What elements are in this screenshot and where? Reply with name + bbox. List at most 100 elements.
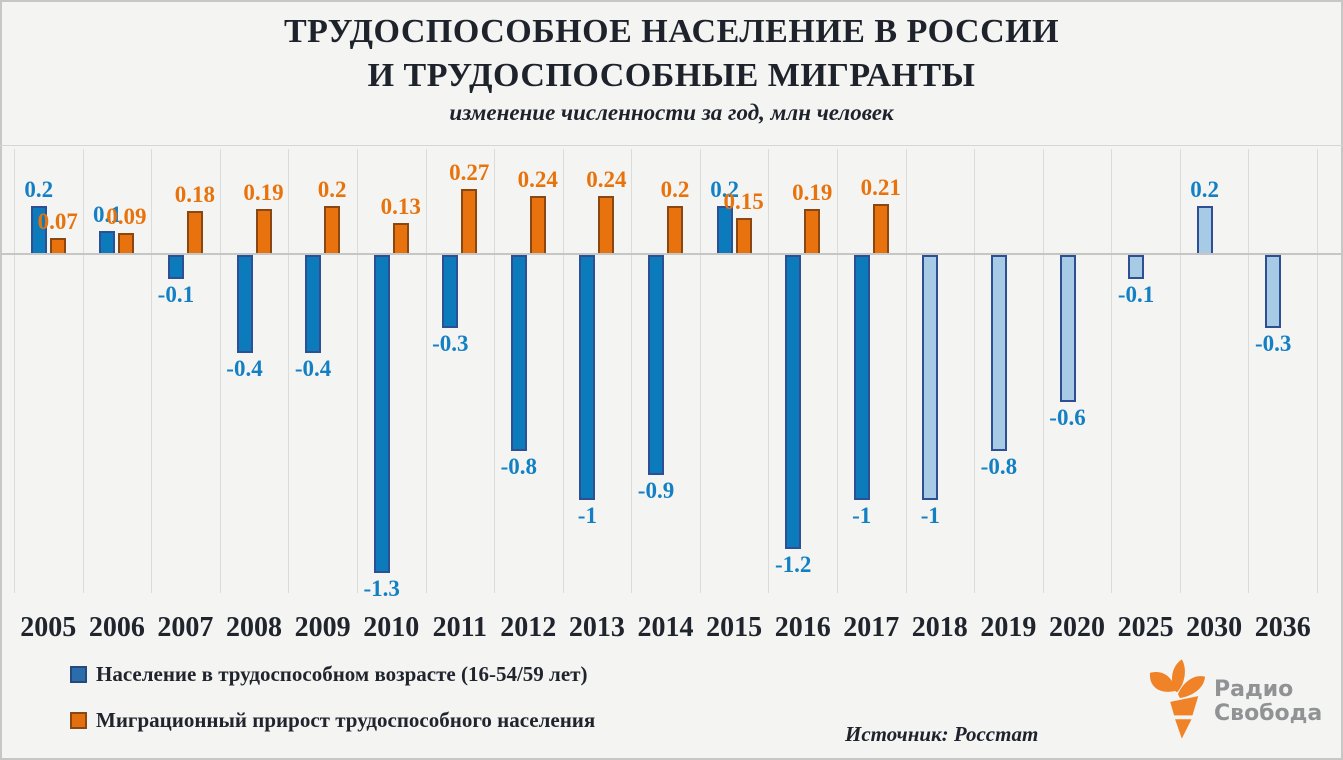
value-label-2005-migration: 0.07 — [37, 209, 78, 234]
chart-title-line1: ТРУДОСПОСОБНОЕ НАСЕЛЕНИЕ В РОССИИ — [283, 13, 1060, 50]
torch-handle — [1175, 719, 1192, 739]
value-label-2012-migration: 0.24 — [517, 167, 558, 192]
value-label-2007-population: -0.1 — [157, 282, 195, 307]
value-label-2014-migration: 0.2 — [660, 177, 690, 202]
bar-2007-population — [167, 255, 184, 279]
logo-text-line2: Свобода — [1214, 701, 1323, 726]
torch-icon — [1149, 659, 1206, 739]
bar-2025-population — [1128, 255, 1145, 279]
bar-2018-population — [922, 255, 939, 500]
legend-item-population: Население в трудоспособном возрасте (16-… — [70, 662, 595, 686]
bar-2020-population — [1059, 255, 1076, 402]
source-note: Источник: Росстат — [845, 722, 1039, 746]
bar-2014-migration — [667, 206, 683, 255]
value-label-2030-population: 0.2 — [1190, 177, 1219, 202]
bar-2014-population — [648, 255, 664, 475]
bar-2007-migration — [186, 211, 203, 255]
x-label-2016: 2016 — [774, 612, 831, 643]
bar-2010-migration — [392, 223, 409, 255]
x-label-2017: 2017 — [843, 612, 900, 643]
value-label-2008-population: -0.4 — [226, 356, 263, 381]
value-label-2015-migration: 0.15 — [723, 189, 764, 214]
bar-2011-migration — [461, 189, 478, 255]
bar-2008-population — [236, 255, 253, 353]
value-label-2015-population: 0.2 — [710, 177, 739, 202]
torch-cup — [1170, 696, 1199, 716]
legend-label-population: Население в трудоспособном возрасте (16-… — [96, 661, 588, 686]
bar-2009-population — [305, 255, 322, 353]
bar-2011-population — [442, 255, 459, 328]
x-label-2013: 2013 — [568, 612, 625, 643]
value-label-2011-population: -0.3 — [432, 331, 469, 356]
value-label-2005-population: 0.2 — [24, 177, 54, 202]
value-label-2014-population: -0.9 — [637, 478, 675, 503]
gridline — [631, 149, 633, 593]
logo-text: Радио Свобода — [1214, 678, 1322, 726]
legend-swatch-blue-icon — [70, 665, 87, 683]
plot-area: 0.2 0.07 0.1 0.09 -0.1 0.18 -0.4 0.19 -0.4 0.2 -1.… — [14, 145, 1318, 601]
value-label-2013-migration: 0.24 — [586, 167, 627, 192]
zero-axis-line — [0, 253, 1343, 255]
bar-2008-migration — [255, 209, 272, 255]
value-label-2017-migration: 0.21 — [860, 175, 901, 200]
gridline — [562, 149, 564, 593]
bar-2013-population — [579, 255, 596, 500]
gridline — [14, 149, 15, 593]
gridline — [151, 149, 153, 593]
plot-top-border — [0, 145, 1343, 146]
value-label-2007-migration: 0.18 — [174, 182, 216, 207]
value-label-2008-migration: 0.19 — [243, 180, 284, 205]
torch-flame-right — [1177, 676, 1206, 699]
gridline — [905, 149, 907, 593]
bar-2016-migration — [804, 209, 821, 255]
x-label-2018: 2018 — [911, 612, 968, 643]
bar-2006-migration — [118, 233, 135, 255]
bar-2015-migration — [735, 218, 752, 255]
gridline — [494, 149, 496, 593]
value-label-2009-population: -0.4 — [294, 356, 332, 381]
x-label-2015: 2015 — [706, 612, 763, 643]
value-label-2010-population: -1.3 — [363, 576, 400, 601]
gridline — [768, 149, 770, 593]
bar-2013-migration — [598, 196, 615, 255]
value-label-2025-population: -0.1 — [1117, 282, 1155, 307]
x-label-2036: 2036 — [1254, 612, 1311, 643]
x-label-2008: 2008 — [226, 612, 282, 643]
bar-2036-population — [1265, 255, 1282, 328]
bar-2019-population — [990, 255, 1007, 451]
chart-header: ТРУДОСПОСОБНОЕ НАСЕЛЕНИЕ В РОССИИ И ТРУД… — [0, 10, 1343, 128]
bar-2016-population — [785, 255, 802, 549]
bar-2012-migration — [529, 196, 546, 255]
legend: Население в трудоспособном возрасте (16-… — [70, 662, 595, 754]
value-label-2020-population: -0.6 — [1049, 405, 1086, 430]
bar-2006-population — [99, 231, 116, 255]
gridline — [1042, 149, 1044, 593]
chart-subtitle: изменение численности за год, млн челове… — [449, 100, 894, 125]
gridline — [1111, 149, 1113, 593]
legend-swatch-orange-icon — [70, 711, 87, 729]
x-label-2009: 2009 — [294, 612, 351, 643]
gridline — [288, 149, 290, 593]
gridline — [1179, 149, 1181, 593]
logo-text-line1: Радио — [1214, 677, 1294, 702]
value-label-2010-migration: 0.13 — [380, 194, 421, 219]
bar-2012-population — [510, 255, 527, 451]
legend-item-migration: Миграционный прирост трудоспособного нас… — [70, 708, 595, 732]
x-label-2010: 2010 — [363, 612, 420, 643]
gridline — [974, 149, 976, 593]
value-label-2018-population: -1 — [920, 503, 940, 528]
torch-flame-left — [1149, 671, 1177, 692]
value-label-2016-migration: 0.19 — [792, 180, 833, 205]
gridline — [219, 149, 221, 593]
bar-2010-population — [373, 255, 390, 573]
value-label-2011-migration: 0.27 — [449, 160, 490, 185]
x-label-2020: 2020 — [1049, 612, 1105, 643]
chart-title-line2: И ТРУДОСПОСОБНЫЕ МИГРАНТЫ — [367, 57, 976, 94]
value-label-2017-population: -1 — [852, 503, 872, 528]
x-label-2030: 2030 — [1186, 612, 1243, 643]
value-label-2013-population: -1 — [577, 503, 597, 528]
x-label-2014: 2014 — [637, 612, 694, 643]
x-label-2007: 2007 — [157, 612, 214, 643]
gridline — [425, 149, 427, 593]
